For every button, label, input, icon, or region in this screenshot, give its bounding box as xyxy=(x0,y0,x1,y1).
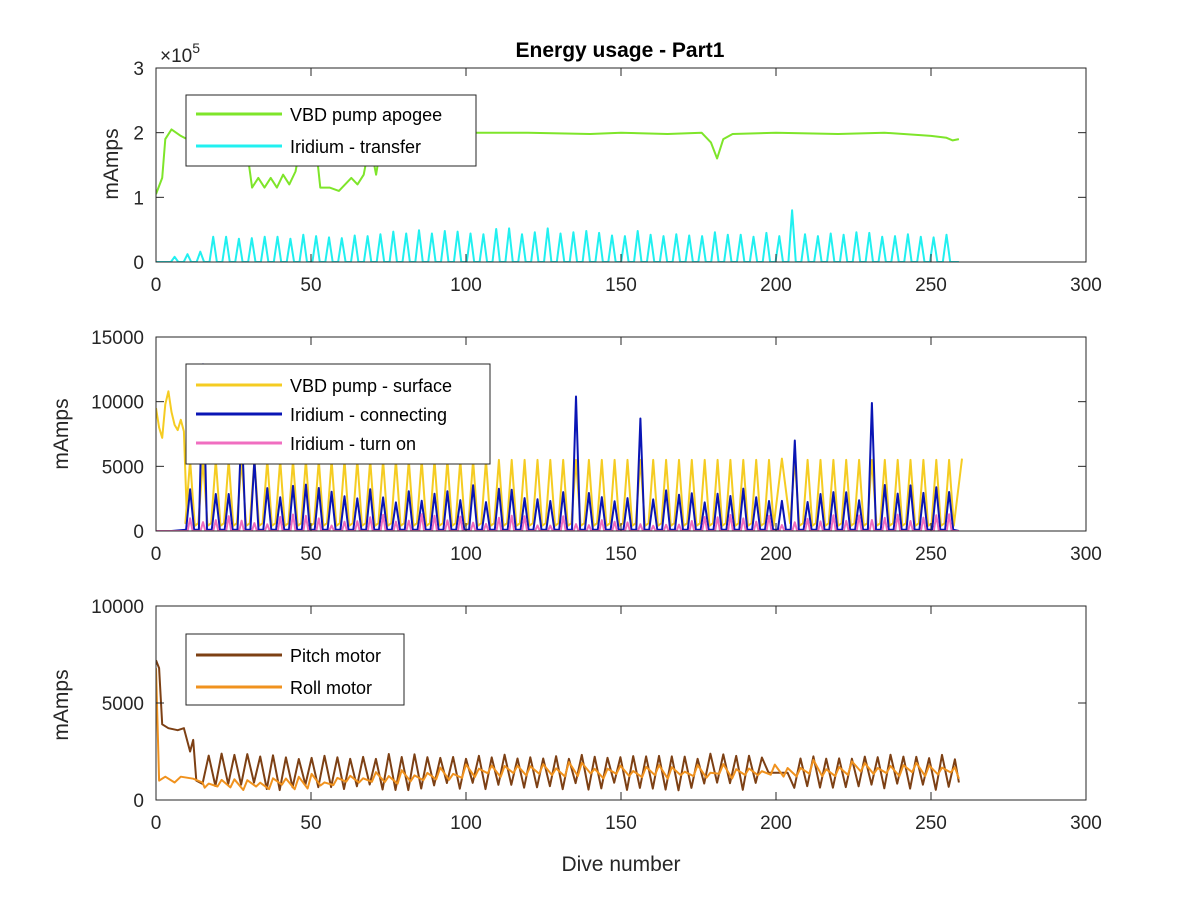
x-tick-label: 250 xyxy=(915,813,947,834)
ticks-top: 0 50 100 150 200 250 300 0 1 2 3 xyxy=(133,59,1101,296)
panel-middle: mAmps 0 50 100 150 200 250 300050001000015000 … xyxy=(50,328,1102,565)
y-tick-label: 0 xyxy=(133,522,144,543)
panel-top: ×105 mAmps 0 50 100 150 200 250 300 0 1 2 3 VBD pu… xyxy=(100,40,1102,296)
series-layer-bottom xyxy=(156,659,960,792)
x-tick-label: 150 xyxy=(605,544,637,565)
x-tick-label: 50 xyxy=(300,544,321,565)
y-tick-label: 1 xyxy=(133,188,144,209)
legend-label-pitch-motor: Pitch motor xyxy=(290,646,381,666)
series-layer-middle xyxy=(156,363,963,531)
x-axis-label: Dive number xyxy=(561,853,680,876)
x-tick-label: 150 xyxy=(605,813,637,834)
y-exponent-base: ×10 xyxy=(160,46,192,67)
y-axis-label-bottom: mAmps xyxy=(50,669,73,740)
y-exponent-power: 5 xyxy=(192,40,200,56)
x-tick-label: 100 xyxy=(450,544,482,565)
panel-bottom: mAmps 0 50 100 150 200 250 300 0 5000 10000 Pitch… xyxy=(50,597,1102,876)
x-tick-label: 300 xyxy=(1070,275,1102,296)
x-tick-label: 250 xyxy=(915,544,947,565)
x-tick-label: 0 xyxy=(151,544,162,565)
x-tick-label: 200 xyxy=(760,544,792,565)
legend-top: VBD pump apogee Iridium - transfer xyxy=(185,94,477,167)
y-tick-label: 10000 xyxy=(91,393,144,414)
y-tick-label: 2 xyxy=(133,124,144,145)
legend-box-top xyxy=(185,94,477,167)
legend-middle: VBD pump - surface Iridium - connecting … xyxy=(185,363,491,465)
series-line-iridium-transfer xyxy=(156,209,959,262)
y-tick-label: 0 xyxy=(133,791,144,812)
y-tick-label: 3 xyxy=(133,59,144,80)
legend-label-iridium-transfer: Iridium - transfer xyxy=(290,137,421,157)
x-tick-label: 100 xyxy=(450,275,482,296)
series-line-iridium-connecting xyxy=(156,363,960,531)
x-tick-label: 200 xyxy=(760,813,792,834)
y-tick-label: 5000 xyxy=(102,694,144,715)
legend-label-roll-motor: Roll motor xyxy=(290,678,372,698)
ticks-middle: 0 50 100 150 200 250 300 0 5000 10000 15000 xyxy=(91,328,1102,565)
x-tick-label: 50 xyxy=(300,813,321,834)
x-tick-label: 0 xyxy=(151,813,162,834)
y-tick-label: 0 xyxy=(133,253,144,274)
legend-bottom: Pitch motor Roll motor xyxy=(185,633,405,706)
x-tick-label: 300 xyxy=(1070,544,1102,565)
y-axis-label-middle: mAmps xyxy=(50,398,73,469)
legend-label-iridium-turn-on: Iridium - turn on xyxy=(290,434,416,454)
x-tick-label: 100 xyxy=(450,813,482,834)
legend-label-vbd-apogee: VBD pump apogee xyxy=(290,105,442,125)
legend-label-iridium-connecting: Iridium - connecting xyxy=(290,405,447,425)
y-tick-label: 15000 xyxy=(91,328,144,349)
x-tick-label: 200 xyxy=(760,275,792,296)
y-axis-label-top: mAmps xyxy=(100,128,123,199)
series-line-roll-motor xyxy=(156,668,960,791)
series-line-vbd-pump-surface xyxy=(156,390,963,527)
x-tick-label: 250 xyxy=(915,275,947,296)
y-tick-label: 10000 xyxy=(91,597,144,618)
chart-title: Energy usage - Part1 xyxy=(516,39,725,62)
legend-box-bottom xyxy=(185,633,405,706)
series-line-iridium-turn-on xyxy=(156,513,959,531)
y-exponent-label: ×105 xyxy=(160,40,200,67)
x-tick-label: 0 xyxy=(151,275,162,296)
x-tick-label: 150 xyxy=(605,275,637,296)
ticks-bottom: 0 50 100 150 200 250 300 0 5000 10000 xyxy=(91,597,1102,834)
y-tick-label: 5000 xyxy=(102,457,144,478)
legend-label-vbd-surface: VBD pump - surface xyxy=(290,376,452,396)
x-tick-label: 50 xyxy=(300,275,321,296)
x-tick-label: 300 xyxy=(1070,813,1102,834)
